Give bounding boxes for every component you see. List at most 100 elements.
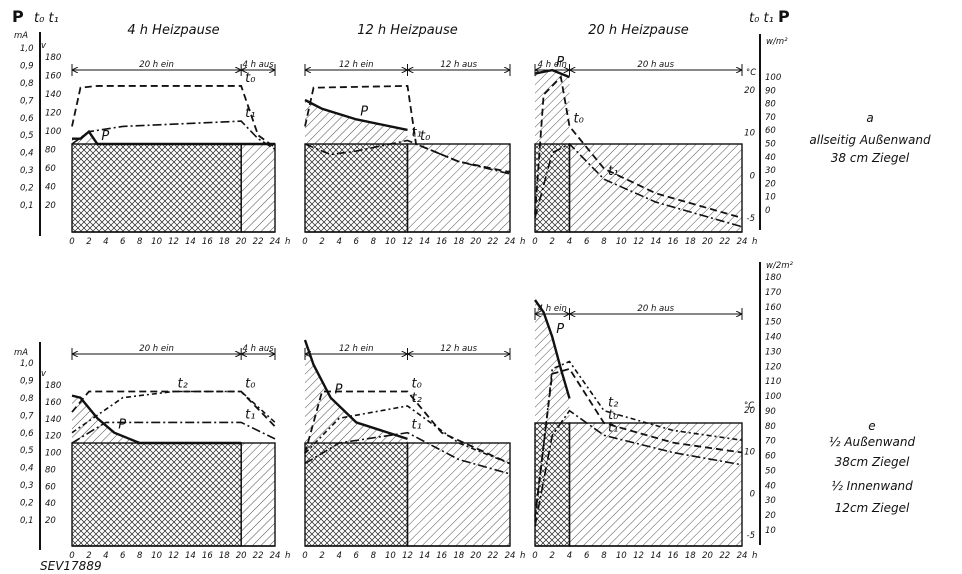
x-tick-label: 12: [168, 551, 179, 561]
x-tick-label: 20: [236, 237, 247, 247]
series-label-t₂: t₂: [178, 377, 188, 392]
left-ma-top-tick: 0,9: [20, 61, 34, 71]
left-v-bottom-tick: 20: [45, 516, 56, 526]
off-period-area: [240, 442, 276, 547]
series-label-P: P: [118, 418, 126, 433]
series-line-t₀: [304, 390, 511, 465]
x-tick-label: 22: [488, 237, 499, 247]
note-bottom-4: 12cm Ziegel: [835, 501, 910, 515]
series-line-t₁: [304, 431, 511, 475]
x-tick-label: 6: [584, 551, 590, 561]
left-ma-top-tick: 0,7: [20, 96, 34, 106]
right-c-bottom-tick: 20: [744, 406, 755, 416]
left-ma-top-tick: 0,2: [20, 184, 34, 194]
x-axis-label: h: [285, 237, 290, 247]
left-ma-top-tick: 1,0: [20, 44, 34, 54]
x-tick-label: 20: [702, 551, 713, 561]
right-w-bottom-tick: 110: [765, 377, 781, 387]
off-period-area: [406, 442, 511, 547]
x-tick-label: 20: [470, 237, 481, 247]
left-v-top-tick: 140: [45, 90, 61, 100]
right-w-top-tick: 90: [765, 86, 776, 96]
left-v-top-tick: 60: [45, 164, 56, 174]
unit-ma-top: mA: [14, 31, 28, 41]
unit-wm-top: w/m²: [766, 37, 788, 47]
x-tick-label: 6: [354, 551, 360, 561]
series-line-t₁: [304, 139, 511, 175]
x-tick-label: 4: [567, 237, 572, 247]
x-tick-label: 24: [505, 551, 516, 561]
left-ma-bottom-tick: 0,3: [20, 481, 34, 491]
off-period-area: [568, 422, 743, 547]
unit-c-bottom: °C: [744, 401, 754, 411]
series-label-t₀: t₀: [608, 408, 619, 423]
left-ma-bottom-tick: 0,6: [20, 429, 34, 439]
x-tick-label: 4: [567, 551, 572, 561]
x-tick-label: 0: [532, 237, 537, 247]
span-label: 20 h ein: [139, 344, 174, 354]
left-ma-bottom-tick: 0,5: [20, 446, 34, 456]
x-tick-label: 12: [402, 237, 413, 247]
span-label: 12 h aus: [440, 60, 477, 70]
x-tick-label: 12: [168, 237, 179, 247]
x-tick-label: 0: [69, 237, 74, 247]
span-label: 4 h ein: [538, 60, 567, 70]
series-label-P: P: [101, 129, 109, 144]
x-tick-label: 14: [419, 237, 430, 247]
x-tick-label: 4: [103, 237, 108, 247]
panel-title: 20 h Heizpause: [588, 23, 688, 38]
note-bottom-2: 38cm Ziegel: [835, 455, 910, 469]
series-label-P: P: [360, 104, 368, 119]
off-period-area: [568, 143, 743, 233]
right-c-top-tick: 10: [744, 129, 755, 139]
series-line-t₁: [71, 120, 276, 150]
x-tick-label: 2: [319, 237, 324, 247]
right-w-bottom-tick: 60: [765, 452, 776, 462]
series-label-t₁: t₁: [608, 420, 618, 435]
series-label-t₀: t₀: [245, 377, 256, 392]
right-w-bottom-tick: 40: [765, 481, 776, 491]
note-top-0: a: [866, 111, 873, 125]
p-excess-area: [535, 70, 570, 144]
x-tick-label: 10: [385, 551, 396, 561]
right-w-top-tick: 10: [765, 193, 776, 203]
base-load-area: [304, 442, 409, 547]
x-tick-label: 16: [668, 551, 679, 561]
left-ma-bottom-tick: 0,1: [20, 516, 34, 526]
span-label: 12 h aus: [440, 344, 477, 354]
note-bottom-0: e: [868, 419, 875, 433]
x-tick-label: 22: [488, 551, 499, 561]
span-label: 12 h ein: [339, 344, 374, 354]
right-w-top-tick: 60: [765, 126, 776, 136]
series-line-t₂: [304, 405, 511, 465]
p-excess-area: [72, 131, 275, 144]
series-line-t₂: [71, 390, 276, 434]
left-v-top-tick: 100: [45, 127, 61, 137]
x-tick-label: 6: [120, 551, 126, 561]
x-tick-label: 8: [137, 237, 143, 247]
x-axis-label: h: [752, 237, 757, 247]
series-line-t₀: [534, 367, 743, 517]
series-label-t₁: t₁: [245, 407, 255, 422]
left-ma-bottom-tick: 0,2: [20, 499, 34, 509]
x-tick-label: 18: [219, 237, 230, 247]
right-c-top-tick: 20: [744, 86, 755, 96]
right-w-bottom-tick: 130: [765, 347, 781, 357]
right-c-bottom-tick: 10: [744, 448, 755, 458]
left-ma-top-tick: 0,1: [20, 201, 34, 211]
right-c-top-tick: 0: [750, 171, 755, 181]
x-tick-label: 12: [402, 551, 413, 561]
x-tick-label: 16: [436, 551, 447, 561]
x-tick-label: 22: [253, 237, 264, 247]
right-w-bottom-tick: 10: [765, 526, 776, 536]
series-line-t₁: [71, 421, 276, 444]
left-axis-bottom: mA v: [14, 342, 47, 550]
series-label-t₂: t₂: [608, 396, 618, 411]
left-v-bottom-tick: 180: [45, 381, 61, 391]
series-label-P: P: [556, 322, 564, 337]
series-line-t₁: [534, 143, 743, 228]
